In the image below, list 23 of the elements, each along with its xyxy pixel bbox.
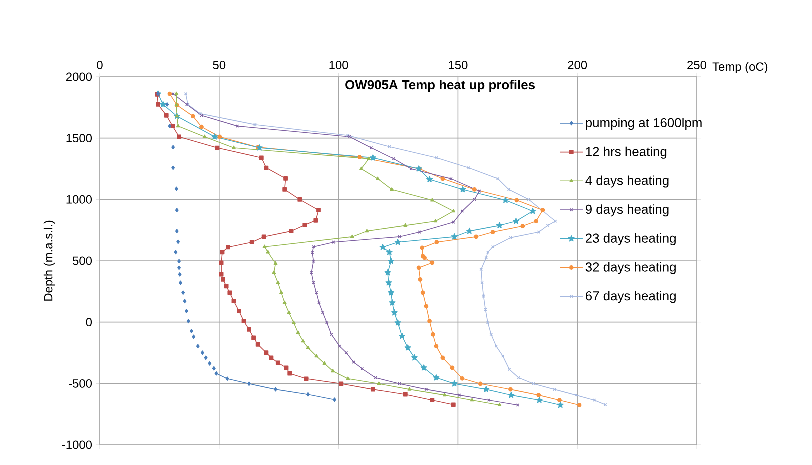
x-tick-label: 200 (568, 61, 588, 70)
legend-label: 4 days heating (586, 176, 669, 188)
y-tick-label: 0 (86, 318, 92, 327)
legend-label: 32 days heating (586, 262, 676, 274)
y-tick-label: 2000 (66, 72, 92, 82)
legend-label: pumping at 1600lpm (586, 118, 702, 130)
x-tick-label: 100 (330, 61, 348, 70)
x-axis-title: Temp (oC) (712, 62, 768, 74)
y-tick-label: -500 (69, 379, 92, 388)
y-tick-label: 1000 (66, 195, 92, 204)
legend-label: 67 days heating (586, 291, 676, 304)
x-tick-label: 0 (97, 61, 103, 70)
x-tick-label: 50 (213, 61, 226, 70)
legend-label: 9 days heating (586, 204, 669, 217)
x-tick-label: 250 (688, 61, 707, 70)
chart-title: OW905A Temp heat up profiles (346, 80, 535, 92)
y-tick-label: -1000 (62, 440, 92, 450)
legend-label: 23 days heating (586, 233, 676, 246)
y-tick-label: 1500 (66, 134, 92, 143)
y-tick-label: 500 (73, 256, 92, 266)
y-axis-title: Depth (m.a.s.l.) (44, 220, 56, 301)
x-tick-label: 150 (449, 61, 468, 70)
legend-label: 12 hrs heating (586, 146, 667, 159)
